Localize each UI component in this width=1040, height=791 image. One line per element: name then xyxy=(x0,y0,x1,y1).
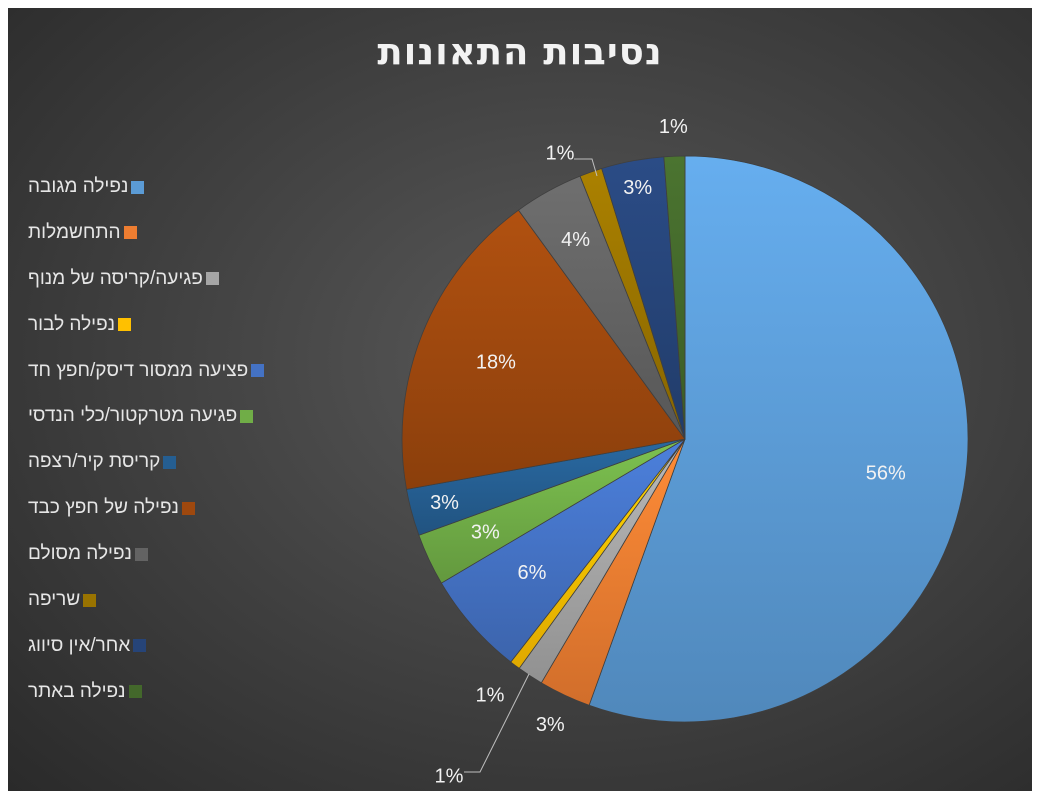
legend-label: פגיעה/קריסה של מנוף xyxy=(28,267,203,289)
legend-swatch xyxy=(133,639,147,653)
legend: נפילה מגובה התחשמלות פגיעה/קריסה של מנוף נפ… xyxy=(28,174,328,725)
data-label: 56% xyxy=(866,462,906,484)
legend-label: התחשמלות xyxy=(28,221,121,243)
legend-item: פגיעה/קריסה של מנוף xyxy=(28,266,328,292)
data-label: 3% xyxy=(471,521,500,543)
data-label: 3% xyxy=(536,714,565,736)
legend-item: נפילה מסולם xyxy=(28,541,328,567)
legend-item: נפילה מגובה xyxy=(28,174,328,200)
legend-label: פציעה ממסור דיסק/חפץ חד xyxy=(28,359,249,381)
pie-slice xyxy=(401,209,686,490)
data-label: 1% xyxy=(546,142,575,164)
chart-title: נסיבות התאונות xyxy=(377,30,663,73)
leader-line xyxy=(464,673,530,773)
legend-label: אחר/אין סיווג xyxy=(28,634,131,656)
data-label: 1% xyxy=(435,765,464,787)
data-label: 3% xyxy=(430,492,459,514)
legend-item: נפילה באתר xyxy=(28,679,328,705)
legend-item: פגיעה מטרקטור/כלי הנדסי xyxy=(28,403,328,429)
legend-label: נפילה לבור xyxy=(28,313,116,335)
legend-label: נפילה של חפץ כבד xyxy=(28,497,179,519)
legend-label: נפילה מגובה xyxy=(28,176,129,197)
legend-item: אחר/אין סיווג xyxy=(28,633,328,659)
data-label: 1% xyxy=(659,116,688,138)
legend-swatch xyxy=(83,593,97,607)
legend-swatch xyxy=(240,409,254,423)
legend-label: נפילה באתר xyxy=(28,680,126,702)
legend-swatch xyxy=(118,318,132,332)
legend-label: פגיעה מטרקטור/כלי הנדסי xyxy=(28,405,238,427)
legend-item: התחשמלות xyxy=(28,220,328,246)
legend-swatch xyxy=(134,547,148,561)
legend-item: קריסת קיר/רצפה xyxy=(28,449,328,475)
leader-line xyxy=(574,158,598,177)
legend-swatch xyxy=(163,455,177,469)
legend-item: נפילה לבור xyxy=(28,312,328,338)
legend-label: שריפה xyxy=(28,589,81,611)
legend-swatch xyxy=(131,180,145,194)
legend-swatch xyxy=(205,272,219,286)
legend-swatch xyxy=(123,226,137,240)
legend-swatch xyxy=(128,685,142,699)
pie-slice xyxy=(588,155,969,723)
data-label: 6% xyxy=(517,562,546,584)
legend-item: פציעה ממסור דיסק/חפץ חד xyxy=(28,358,328,384)
data-label: 18% xyxy=(476,351,516,373)
legend-label: נפילה מסולם xyxy=(28,543,132,565)
legend-item: נפילה של חפץ כבד xyxy=(28,495,328,521)
legend-swatch xyxy=(181,501,195,515)
legend-label: קריסת קיר/רצפה xyxy=(28,451,161,473)
legend-item: שריפה xyxy=(28,587,328,613)
chart-area: נסיבות התאונות נפילה מגובה התחשמלות פגיעה/… xyxy=(8,8,1032,791)
pie-chart: 56% 3% 1% 1% 6% 3% 3% 18% 4% 1% 3% 1% xyxy=(401,116,969,787)
data-label: 3% xyxy=(623,177,652,199)
data-label: 1% xyxy=(476,684,505,706)
pie-slice xyxy=(663,155,686,440)
data-label: 4% xyxy=(561,229,590,251)
legend-swatch xyxy=(251,364,265,378)
